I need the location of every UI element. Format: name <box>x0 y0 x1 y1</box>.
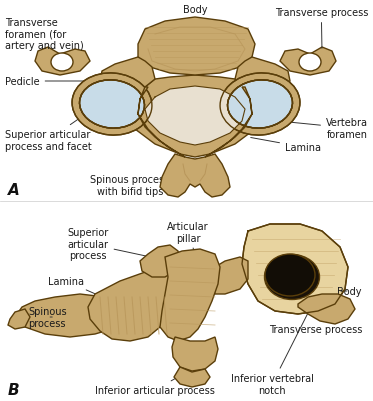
Text: Inferior vertebral
notch: Inferior vertebral notch <box>231 312 313 395</box>
Text: Pedicle: Pedicle <box>5 77 99 87</box>
Ellipse shape <box>79 81 144 129</box>
Text: Transverse
foramen (for
artery and vein): Transverse foramen (for artery and vein) <box>5 18 84 58</box>
Polygon shape <box>100 58 155 92</box>
Polygon shape <box>280 48 336 76</box>
Polygon shape <box>160 155 230 198</box>
Ellipse shape <box>264 255 320 300</box>
Polygon shape <box>212 257 248 294</box>
Polygon shape <box>235 58 290 92</box>
Text: Articular
pillar: Articular pillar <box>167 221 209 252</box>
Text: Spinous process
with bifid tips: Spinous process with bifid tips <box>90 174 175 196</box>
Ellipse shape <box>79 81 144 129</box>
Polygon shape <box>138 18 255 76</box>
Text: Spinous
process: Spinous process <box>28 306 67 328</box>
Text: Vertebra
foramen: Vertebra foramen <box>241 118 368 139</box>
Polygon shape <box>35 48 90 76</box>
Ellipse shape <box>228 81 292 129</box>
Text: Superior
articular
process: Superior articular process <box>68 227 157 261</box>
Ellipse shape <box>72 74 152 136</box>
Polygon shape <box>145 87 245 146</box>
Ellipse shape <box>51 54 73 72</box>
Polygon shape <box>140 245 180 277</box>
Ellipse shape <box>220 74 300 136</box>
Text: B: B <box>8 382 20 397</box>
Polygon shape <box>298 294 355 324</box>
Ellipse shape <box>228 81 292 129</box>
Polygon shape <box>128 76 262 158</box>
Text: Inferior articular process: Inferior articular process <box>95 371 215 395</box>
Text: Body: Body <box>338 286 362 296</box>
Text: Lamina: Lamina <box>251 138 321 153</box>
Text: Superior articular
process and facet: Superior articular process and facet <box>5 113 92 151</box>
Polygon shape <box>160 249 220 341</box>
Ellipse shape <box>299 54 321 72</box>
Ellipse shape <box>265 254 315 296</box>
Polygon shape <box>174 367 210 387</box>
Polygon shape <box>242 225 348 314</box>
Text: Transverse process: Transverse process <box>275 8 368 49</box>
Text: Transverse process: Transverse process <box>269 313 362 334</box>
Text: Lamina: Lamina <box>48 276 122 306</box>
Polygon shape <box>205 88 252 158</box>
Text: Body: Body <box>183 5 207 22</box>
Polygon shape <box>8 309 30 329</box>
Polygon shape <box>15 294 120 337</box>
Polygon shape <box>88 267 175 341</box>
Text: A: A <box>8 182 20 198</box>
Polygon shape <box>172 337 218 371</box>
Polygon shape <box>138 88 185 158</box>
